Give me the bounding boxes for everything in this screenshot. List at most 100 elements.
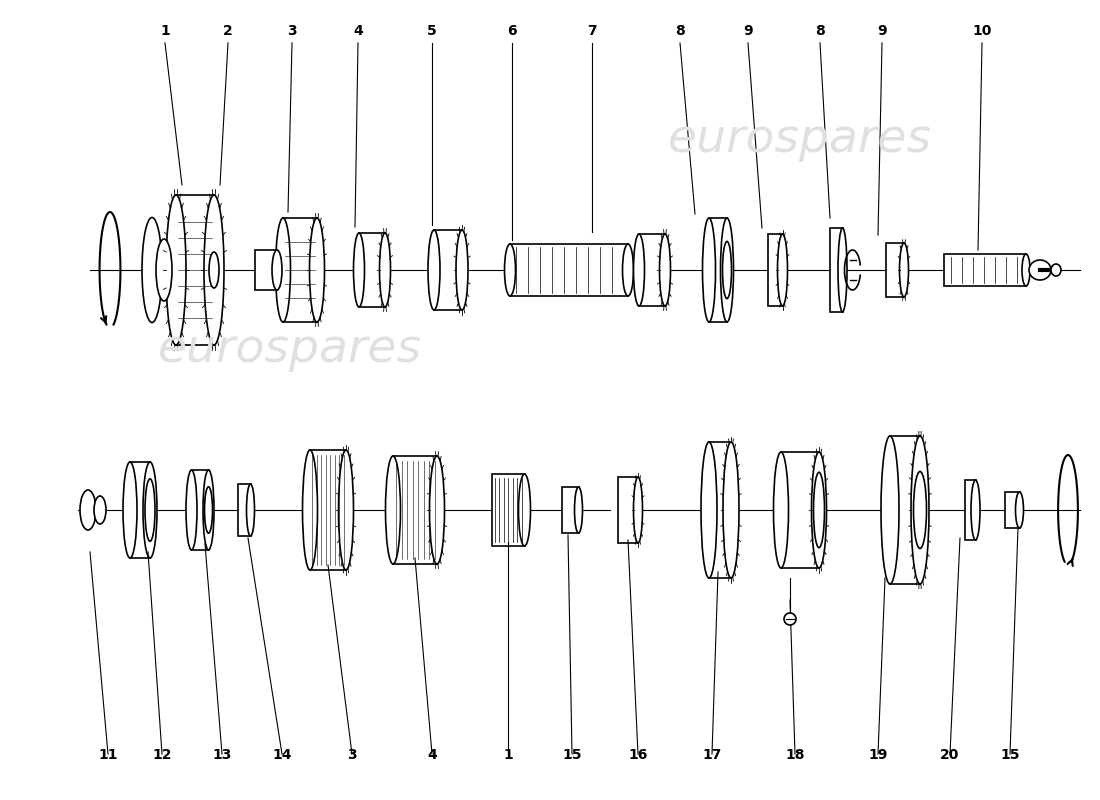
Text: 5: 5 bbox=[427, 24, 437, 38]
Text: 3: 3 bbox=[348, 748, 356, 762]
Ellipse shape bbox=[1050, 264, 1062, 276]
Ellipse shape bbox=[838, 228, 847, 312]
Ellipse shape bbox=[518, 474, 530, 546]
Text: eurospares: eurospares bbox=[668, 118, 932, 162]
FancyBboxPatch shape bbox=[310, 450, 346, 570]
FancyBboxPatch shape bbox=[781, 452, 820, 568]
FancyBboxPatch shape bbox=[710, 218, 727, 322]
FancyBboxPatch shape bbox=[191, 470, 209, 550]
Ellipse shape bbox=[505, 244, 516, 296]
Text: 15: 15 bbox=[1000, 748, 1020, 762]
Ellipse shape bbox=[339, 450, 353, 570]
Ellipse shape bbox=[1015, 492, 1023, 528]
Ellipse shape bbox=[429, 456, 444, 564]
FancyBboxPatch shape bbox=[886, 243, 904, 297]
Ellipse shape bbox=[720, 218, 734, 322]
FancyBboxPatch shape bbox=[639, 234, 665, 306]
Text: 14: 14 bbox=[273, 748, 292, 762]
Ellipse shape bbox=[812, 452, 826, 568]
Text: 9: 9 bbox=[877, 24, 887, 38]
Ellipse shape bbox=[275, 218, 290, 322]
Ellipse shape bbox=[142, 218, 162, 322]
Ellipse shape bbox=[205, 486, 212, 533]
Text: 1: 1 bbox=[161, 24, 169, 38]
Ellipse shape bbox=[900, 243, 909, 297]
FancyBboxPatch shape bbox=[393, 456, 437, 564]
Ellipse shape bbox=[123, 462, 138, 558]
Text: 16: 16 bbox=[628, 748, 648, 762]
Ellipse shape bbox=[143, 462, 157, 558]
Ellipse shape bbox=[911, 436, 930, 584]
Ellipse shape bbox=[574, 487, 583, 533]
FancyBboxPatch shape bbox=[710, 442, 732, 578]
Text: 6: 6 bbox=[507, 24, 517, 38]
FancyBboxPatch shape bbox=[359, 233, 385, 307]
Ellipse shape bbox=[913, 471, 926, 549]
Ellipse shape bbox=[204, 195, 224, 345]
FancyBboxPatch shape bbox=[618, 477, 638, 543]
Ellipse shape bbox=[814, 472, 825, 548]
Text: 18: 18 bbox=[785, 748, 805, 762]
FancyBboxPatch shape bbox=[283, 218, 317, 322]
FancyBboxPatch shape bbox=[944, 254, 1026, 286]
Ellipse shape bbox=[723, 242, 732, 298]
Ellipse shape bbox=[166, 195, 186, 345]
Text: 10: 10 bbox=[972, 24, 992, 38]
Text: 11: 11 bbox=[98, 748, 118, 762]
Ellipse shape bbox=[246, 484, 254, 536]
Ellipse shape bbox=[186, 470, 197, 550]
Ellipse shape bbox=[971, 480, 980, 540]
FancyBboxPatch shape bbox=[176, 195, 214, 345]
Ellipse shape bbox=[204, 470, 214, 550]
FancyBboxPatch shape bbox=[130, 462, 150, 558]
FancyBboxPatch shape bbox=[768, 234, 782, 306]
Text: 4: 4 bbox=[353, 24, 363, 38]
Ellipse shape bbox=[302, 450, 318, 570]
Ellipse shape bbox=[94, 496, 106, 524]
Ellipse shape bbox=[778, 234, 788, 306]
Text: eurospares: eurospares bbox=[158, 327, 422, 373]
Circle shape bbox=[784, 613, 796, 625]
Text: 7: 7 bbox=[587, 24, 597, 38]
Ellipse shape bbox=[209, 252, 219, 288]
FancyBboxPatch shape bbox=[255, 250, 277, 290]
Text: 3: 3 bbox=[287, 24, 297, 38]
FancyBboxPatch shape bbox=[492, 474, 525, 546]
Ellipse shape bbox=[353, 233, 364, 307]
Ellipse shape bbox=[80, 490, 96, 530]
Text: 1: 1 bbox=[503, 748, 513, 762]
Text: 19: 19 bbox=[868, 748, 888, 762]
FancyBboxPatch shape bbox=[510, 244, 628, 296]
Text: 8: 8 bbox=[675, 24, 685, 38]
Ellipse shape bbox=[456, 230, 468, 310]
FancyBboxPatch shape bbox=[561, 487, 579, 533]
Ellipse shape bbox=[156, 239, 172, 301]
FancyBboxPatch shape bbox=[1004, 492, 1020, 528]
Text: 8: 8 bbox=[815, 24, 825, 38]
Text: 13: 13 bbox=[212, 748, 232, 762]
Text: 9: 9 bbox=[744, 24, 752, 38]
FancyBboxPatch shape bbox=[890, 436, 920, 584]
Ellipse shape bbox=[634, 234, 645, 306]
FancyBboxPatch shape bbox=[434, 230, 462, 310]
Ellipse shape bbox=[723, 442, 739, 578]
Ellipse shape bbox=[385, 456, 400, 564]
Text: 15: 15 bbox=[562, 748, 582, 762]
Ellipse shape bbox=[634, 477, 642, 543]
Ellipse shape bbox=[309, 218, 324, 322]
Ellipse shape bbox=[660, 234, 671, 306]
FancyBboxPatch shape bbox=[238, 484, 251, 536]
Ellipse shape bbox=[1028, 260, 1050, 280]
Ellipse shape bbox=[428, 230, 440, 310]
Text: 17: 17 bbox=[702, 748, 722, 762]
Ellipse shape bbox=[701, 442, 717, 578]
Text: 4: 4 bbox=[427, 748, 437, 762]
Ellipse shape bbox=[1022, 254, 1030, 286]
Ellipse shape bbox=[145, 478, 155, 541]
Ellipse shape bbox=[773, 452, 789, 568]
FancyBboxPatch shape bbox=[965, 480, 976, 540]
Text: 20: 20 bbox=[940, 748, 959, 762]
Ellipse shape bbox=[881, 436, 899, 584]
Ellipse shape bbox=[703, 218, 715, 322]
Text: 12: 12 bbox=[152, 748, 172, 762]
